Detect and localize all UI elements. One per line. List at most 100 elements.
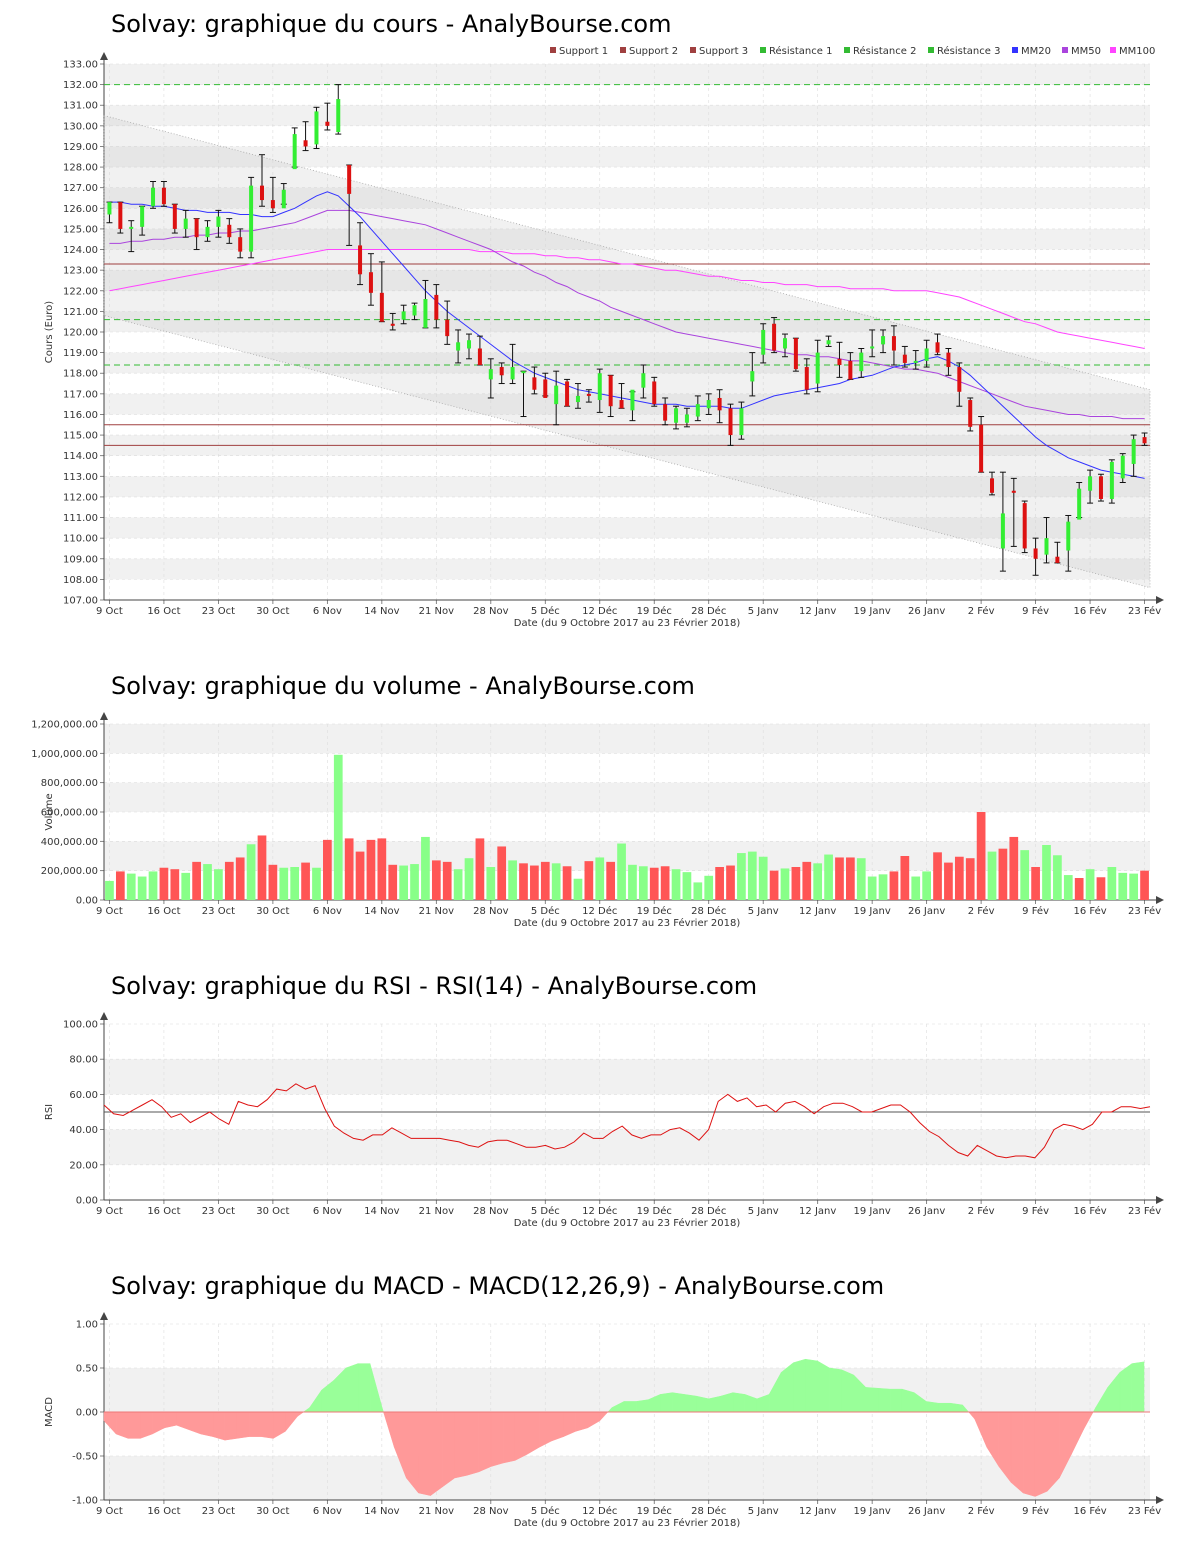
y-tick-label: 130.00 bbox=[63, 121, 98, 132]
candle-body bbox=[477, 348, 482, 365]
candle-body bbox=[445, 319, 450, 337]
grid-band bbox=[104, 476, 1150, 497]
x-tick-label: 9 Fév bbox=[1022, 1205, 1049, 1217]
volume-bar bbox=[649, 867, 659, 900]
candle-body bbox=[1044, 538, 1049, 555]
y-axis-arrow bbox=[100, 52, 108, 60]
y-tick-label: 0.00 bbox=[76, 1196, 98, 1207]
y-tick-label: 400,000.00 bbox=[41, 837, 98, 848]
candle-body bbox=[1098, 476, 1103, 499]
y-tick-label: 121.00 bbox=[63, 307, 98, 318]
x-axis-arrow bbox=[1156, 1196, 1164, 1204]
y-tick-label: 100.00 bbox=[63, 1020, 98, 1031]
macd-area bbox=[1047, 1411, 1060, 1492]
macd-panel: Solvay: graphique du MACD - MACD(12,26,9… bbox=[0, 1260, 1200, 1550]
x-axis-title: Date (du 9 Octobre 2017 au 23 Février 20… bbox=[514, 1217, 741, 1229]
y-tick-label: 200,000.00 bbox=[41, 866, 98, 877]
volume-bar bbox=[268, 864, 278, 900]
macd-area bbox=[708, 1395, 721, 1413]
x-axis-arrow bbox=[1156, 896, 1164, 904]
candle-body bbox=[390, 323, 395, 326]
y-tick-label: 800,000.00 bbox=[41, 778, 98, 789]
volume-bar bbox=[769, 870, 779, 900]
x-tick-label: 6 Nov bbox=[313, 606, 342, 617]
macd-area bbox=[285, 1411, 298, 1433]
candle-body bbox=[761, 329, 766, 355]
x-tick-label: 12 Janv bbox=[799, 1206, 836, 1217]
macd-area bbox=[236, 1411, 250, 1439]
volume-bar bbox=[224, 861, 234, 900]
x-tick-label: 14 Nov bbox=[364, 906, 400, 917]
macd-area bbox=[575, 1411, 588, 1432]
y-tick-label: 1,200,000.00 bbox=[31, 720, 98, 731]
volume-bar bbox=[987, 851, 997, 900]
y-tick-label: 115.00 bbox=[63, 431, 98, 442]
candle-body bbox=[238, 237, 243, 252]
legend-swatch bbox=[1062, 47, 1068, 53]
macd-area bbox=[514, 1411, 528, 1461]
volume-bar bbox=[965, 858, 975, 900]
y-axis-arrow bbox=[100, 712, 108, 720]
volume-bar bbox=[1042, 845, 1051, 900]
candle-body bbox=[1000, 513, 1005, 549]
macd-area bbox=[273, 1411, 286, 1439]
macd-area bbox=[539, 1411, 552, 1448]
candle-body bbox=[804, 367, 809, 390]
candle-body bbox=[837, 358, 842, 365]
y-tick-label: 125.00 bbox=[63, 224, 98, 235]
volume-bar bbox=[181, 872, 191, 900]
macd-area bbox=[224, 1411, 238, 1441]
volume-bar bbox=[137, 876, 147, 900]
volume-bar bbox=[1107, 867, 1117, 900]
volume-bar bbox=[933, 852, 942, 900]
volume-bar bbox=[1031, 867, 1040, 900]
macd-area bbox=[466, 1411, 480, 1476]
x-tick-label: 9 Fév bbox=[1022, 1505, 1049, 1517]
candle-body bbox=[968, 400, 973, 427]
x-tick-label: 23 Oct bbox=[202, 1506, 235, 1517]
y-tick-label: 111.00 bbox=[63, 513, 98, 524]
volume-bar bbox=[148, 871, 158, 900]
volume-panel: Solvay: graphique du volume - AnalyBours… bbox=[0, 660, 1200, 940]
macd-area bbox=[200, 1411, 214, 1437]
volume-bar bbox=[791, 867, 801, 900]
rsi-chart: 0.00 20.00 40.00 60.00 80.00 100.00 9 Oct 16 Oc… bbox=[44, 1012, 1164, 1229]
trend-channel bbox=[103, 115, 1151, 589]
x-tick-label: 5 Déc bbox=[531, 1505, 560, 1517]
y-tick-label: 1.00 bbox=[76, 1320, 98, 1331]
legend-item: MM50 bbox=[1071, 46, 1101, 57]
legend-swatch bbox=[1110, 47, 1116, 53]
x-tick-label: 19 Déc bbox=[637, 1505, 672, 1517]
x-tick-label: 5 Janv bbox=[748, 1506, 779, 1517]
macd-area bbox=[1071, 1411, 1084, 1455]
macd-area bbox=[950, 1402, 963, 1413]
grid-band bbox=[104, 1059, 1150, 1095]
candle-body bbox=[793, 338, 798, 370]
y-tick-label: 20.00 bbox=[69, 1160, 98, 1171]
candle-body bbox=[979, 424, 984, 473]
y-tick-label: 114.00 bbox=[63, 451, 98, 462]
x-tick-label: 26 Janv bbox=[908, 906, 945, 917]
candle-body bbox=[1011, 490, 1016, 493]
x-tick-label: 28 Déc bbox=[691, 605, 726, 617]
y-tick-label: 40.00 bbox=[69, 1125, 98, 1136]
x-tick-label: 16 Oct bbox=[147, 1206, 180, 1217]
x-tick-label: 23 Oct bbox=[202, 906, 235, 917]
y-tick-label: 112.00 bbox=[63, 492, 98, 503]
volume-bar bbox=[715, 867, 724, 900]
x-tick-label: 26 Janv bbox=[908, 606, 945, 617]
x-tick-label: 16 Fév bbox=[1073, 1505, 1106, 1517]
x-tick-label: 19 Déc bbox=[637, 905, 672, 917]
macd-area bbox=[587, 1411, 601, 1429]
grid-band bbox=[104, 228, 1150, 250]
y-tick-label: 0.50 bbox=[76, 1364, 98, 1375]
x-tick-label: 23 Oct bbox=[202, 1206, 235, 1217]
volume-bar bbox=[922, 871, 931, 900]
x-tick-label: 19 Janv bbox=[854, 906, 891, 917]
x-tick-label: 19 Déc bbox=[637, 1205, 672, 1217]
mm50-line bbox=[109, 209, 1145, 420]
macd-area bbox=[623, 1401, 637, 1413]
x-tick-label: 28 Nov bbox=[473, 1506, 509, 1517]
volume-bar bbox=[617, 843, 626, 900]
candle-body bbox=[881, 336, 886, 345]
